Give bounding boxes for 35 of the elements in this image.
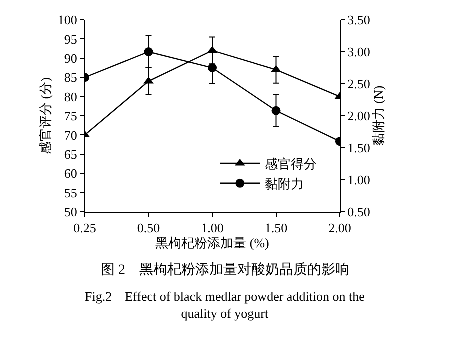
y2-tick-label: 1.50 (348, 140, 370, 156)
y2-tick-label: 2.50 (348, 76, 370, 92)
y2-tick-label: 0.50 (348, 204, 370, 220)
y-tick-label: 50 (64, 204, 78, 220)
caption: Fig.2 Effect of black medlar powder addition on the quality of yogurt (85, 289, 366, 321)
y-tick-label: 55 (64, 185, 78, 200)
x-tick-label: 0.25 (74, 220, 96, 236)
point (272, 106, 281, 116)
y-tick-label: 95 (64, 32, 78, 47)
x-axis-title: 黑枸杞粉添加量 (%) (156, 236, 270, 251)
y-tick-label: 70 (64, 128, 78, 143)
y-tick-label: 65 (64, 146, 78, 162)
y-axis-title: 感官评分 (分) (38, 78, 53, 154)
caption: 图 2 黑枸杞粉添加量对酸奶品质的影响 (101, 262, 350, 278)
y2-axis-title: 黏附力 (N) (370, 86, 386, 146)
x-tick-label: 2.00 (328, 220, 352, 236)
point (271, 65, 282, 72)
legend-label: 黏附力 (265, 176, 304, 192)
y2-tick-label: 3.00 (348, 44, 370, 60)
x-tick-label: 1.00 (201, 220, 224, 236)
y-tick-label: 60 (64, 166, 78, 182)
y-tick-label: 80 (64, 89, 78, 104)
y2-tick-label: 3.50 (348, 12, 370, 28)
y-tick-label: 75 (64, 108, 78, 124)
y-tick-label: 90 (64, 50, 78, 66)
x-tick-label: 0.50 (137, 220, 160, 236)
y-tick-label: 85 (64, 70, 78, 86)
legend-label: 感官得分 (265, 156, 318, 172)
x-tick-label: 1.50 (264, 220, 288, 236)
point (208, 64, 217, 72)
y-tick-label: 100 (58, 12, 78, 28)
y2-tick-label: 1.00 (348, 172, 370, 188)
point (144, 76, 154, 84)
point (144, 48, 154, 56)
y2-tick-label: 2.00 (348, 108, 370, 124)
